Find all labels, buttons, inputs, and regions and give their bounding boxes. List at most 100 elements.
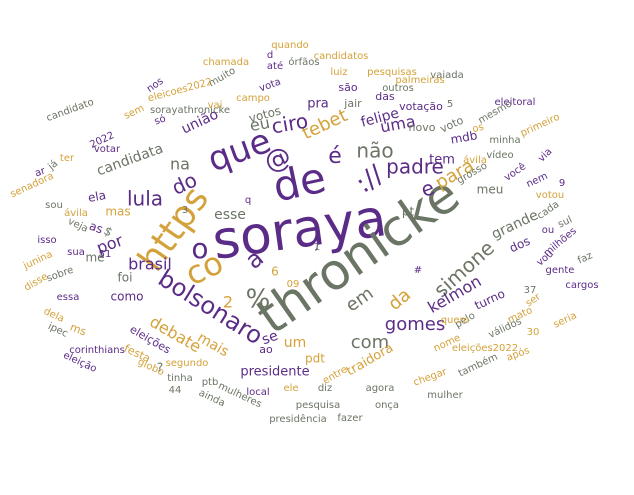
word-cloud-word: d bbox=[267, 50, 273, 61]
word-cloud-word: diz bbox=[318, 383, 332, 394]
word-cloud-word: seria bbox=[552, 310, 579, 330]
word-cloud-word: presidente bbox=[240, 365, 309, 380]
word-cloud-word: 1 bbox=[314, 242, 320, 253]
word-cloud-word: também bbox=[456, 351, 499, 380]
word-cloud-word: cada bbox=[535, 199, 561, 222]
word-cloud-word: ávila bbox=[463, 154, 487, 166]
word-cloud-word: os bbox=[471, 122, 485, 136]
word-cloud-word: ? bbox=[157, 361, 163, 375]
word-cloud-word: só bbox=[153, 112, 168, 127]
word-cloud-word: mulher bbox=[427, 390, 463, 401]
word-cloud-word: como bbox=[111, 290, 144, 304]
word-cloud-word: já bbox=[45, 158, 60, 174]
word-cloud-word: pesquisa bbox=[296, 400, 341, 411]
word-cloud-word: das bbox=[375, 90, 395, 103]
word-cloud-word: senadora bbox=[9, 171, 56, 201]
word-cloud-word: da bbox=[384, 284, 415, 315]
word-cloud-word: dos bbox=[507, 234, 532, 256]
word-cloud-word: jair bbox=[343, 97, 362, 110]
word-cloud-word: 30 bbox=[527, 327, 540, 338]
word-cloud-word: ptb bbox=[202, 377, 219, 388]
word-cloud-word: órfãos bbox=[288, 56, 319, 68]
word-cloud-word: tem bbox=[429, 153, 455, 168]
word-cloud-word: ávila bbox=[64, 207, 88, 219]
word-cloud-word: grande bbox=[489, 207, 541, 242]
word-cloud-word: 44 bbox=[169, 385, 182, 396]
word-cloud-word: luiz bbox=[330, 67, 347, 78]
word-cloud-word: padre bbox=[386, 155, 444, 179]
word-cloud-word: ter bbox=[60, 153, 75, 164]
word-cloud-word: vai bbox=[208, 100, 223, 111]
word-cloud-word: o bbox=[191, 232, 208, 265]
word-cloud-word: ms bbox=[68, 321, 88, 339]
word-cloud-word: ipec bbox=[46, 321, 69, 340]
word-cloud-word: são bbox=[338, 81, 357, 94]
word-cloud-word: votação bbox=[399, 100, 443, 113]
word-cloud-word: até bbox=[267, 60, 283, 72]
word-cloud-word: essa bbox=[57, 292, 80, 303]
word-cloud-word: 2 bbox=[223, 293, 233, 312]
word-cloud-word: votar bbox=[94, 144, 121, 155]
word-cloud-word: me bbox=[85, 251, 104, 265]
word-cloud-word: # bbox=[414, 265, 422, 276]
word-cloud-word: 51 bbox=[99, 249, 112, 260]
word-cloud-word: mas bbox=[105, 205, 130, 219]
word-cloud-word: quem bbox=[441, 315, 470, 326]
word-cloud-word: gomes bbox=[385, 314, 445, 335]
word-cloud-word: fazer bbox=[337, 413, 363, 424]
word-cloud-word: 6 bbox=[271, 265, 279, 279]
word-cloud-word: sou bbox=[45, 200, 63, 211]
word-cloud-word: eleições2022 bbox=[452, 343, 518, 354]
word-cloud-word: ar bbox=[33, 165, 47, 179]
word-cloud-word: ele bbox=[283, 383, 298, 394]
word-cloud-word: palmeiras bbox=[395, 75, 444, 86]
word-cloud-word: 9 bbox=[559, 178, 565, 189]
word-cloud-word: sorayathronicke bbox=[150, 105, 230, 116]
word-cloud-word: eleitoral bbox=[495, 97, 536, 108]
word-cloud-word: eu bbox=[248, 113, 271, 135]
word-cloud-word: um bbox=[284, 335, 307, 351]
word-cloud-word: campo bbox=[236, 93, 270, 104]
word-cloud-word: via bbox=[536, 146, 554, 164]
word-cloud-word: nem bbox=[525, 171, 550, 190]
word-cloud-word: sobre bbox=[45, 265, 75, 285]
word-cloud-word: mais bbox=[195, 330, 232, 361]
word-cloud-word: gente bbox=[546, 265, 575, 276]
word-cloud-word: candidato bbox=[45, 97, 95, 124]
word-cloud-word: lula bbox=[127, 187, 163, 211]
word-cloud-word: vota bbox=[258, 77, 283, 95]
word-cloud-word: quando bbox=[271, 40, 309, 51]
word-cloud-word: agora bbox=[366, 383, 395, 394]
word-cloud-word: entre bbox=[321, 364, 349, 387]
word-cloud-word: isso bbox=[37, 235, 56, 246]
word-cloud-word: q bbox=[245, 195, 251, 206]
word-cloud-word: primeiro bbox=[519, 112, 562, 140]
word-cloud-word: candidatos bbox=[314, 51, 369, 62]
word-cloud-word: esse bbox=[214, 207, 246, 223]
word-cloud-word: cargos bbox=[565, 280, 598, 291]
word-cloud-word: presidência bbox=[269, 413, 327, 425]
word-cloud-word: ou bbox=[542, 225, 554, 236]
word-cloud-word: 3 bbox=[182, 205, 188, 216]
word-cloud-word: vaiada bbox=[430, 70, 463, 81]
word-cloud-word: ao bbox=[259, 343, 273, 356]
word-cloud-word: chegar bbox=[412, 366, 449, 388]
word-cloud-word: é bbox=[328, 144, 342, 169]
word-cloud-word: ela bbox=[87, 188, 107, 205]
word-cloud-word: chamada bbox=[203, 57, 249, 68]
word-cloud-word: 37 bbox=[524, 285, 537, 296]
word-cloud-word: minha bbox=[489, 135, 520, 146]
word-cloud-word: brasil bbox=[128, 255, 172, 274]
word-cloud-word: faz bbox=[576, 250, 594, 266]
word-cloud-word: votou bbox=[536, 190, 564, 201]
word-cloud-word: novo bbox=[409, 121, 436, 134]
word-cloud-word: 09 bbox=[287, 279, 300, 290]
word-cloud-word: outros bbox=[382, 83, 414, 94]
word-cloud-word: de bbox=[269, 153, 331, 212]
word-cloud-word: tinha bbox=[167, 373, 193, 384]
word-cloud-word: 5 bbox=[447, 99, 453, 110]
word-cloud-word: sul bbox=[556, 214, 574, 230]
word-cloud-word: pra bbox=[307, 97, 329, 112]
word-cloud-word: pdt bbox=[305, 352, 325, 366]
